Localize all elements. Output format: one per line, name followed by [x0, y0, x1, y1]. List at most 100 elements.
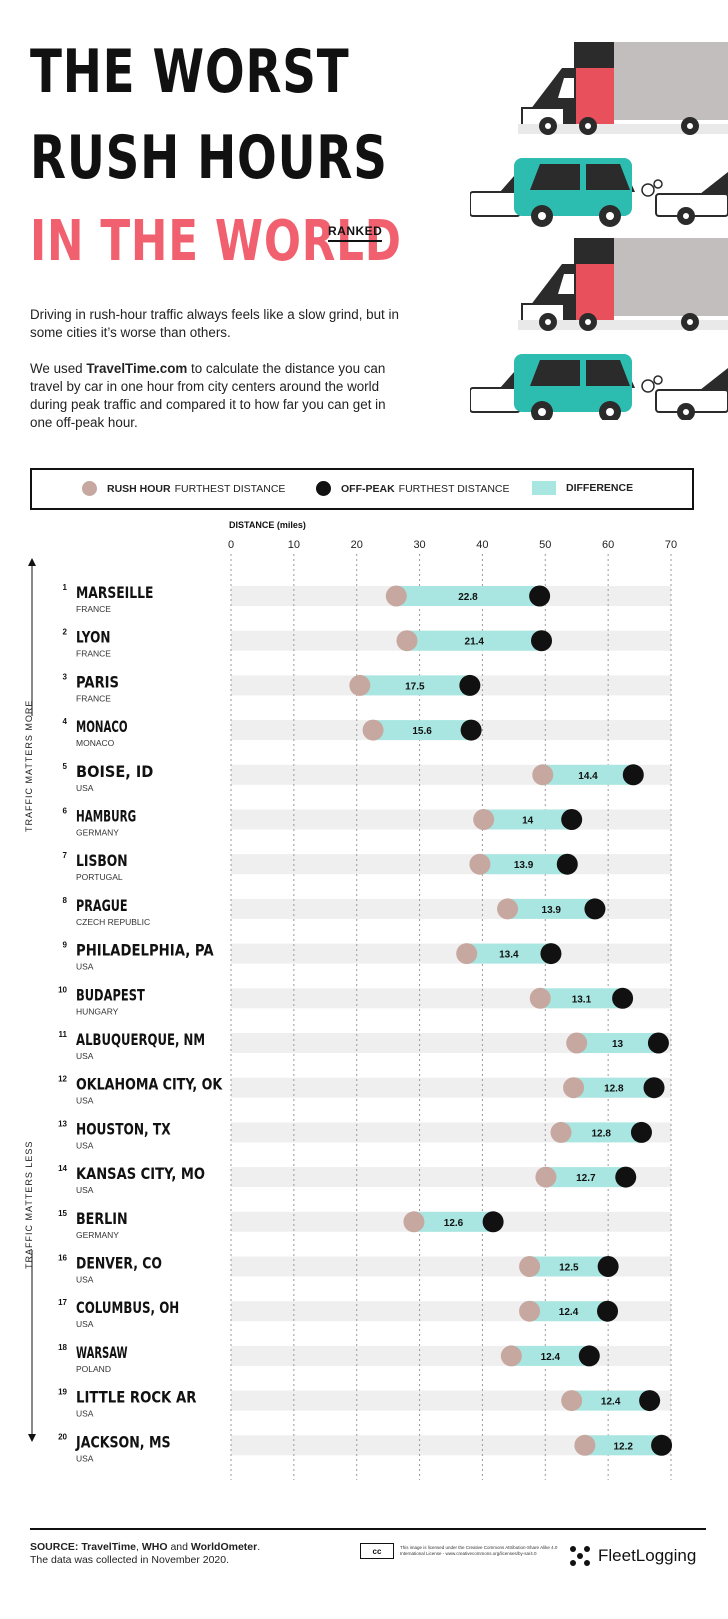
row-city: MONACO	[76, 717, 128, 736]
row-country: CZECH REPUBLIC	[76, 917, 150, 927]
offpeak-point	[540, 943, 562, 965]
difference-bar	[373, 720, 472, 741]
offpeak-point	[612, 987, 634, 1009]
row-country: USA	[76, 1453, 94, 1463]
offpeak-point	[584, 898, 606, 920]
row-country: USA	[76, 1096, 94, 1106]
difference-bar	[561, 1122, 642, 1143]
difference-bar	[542, 764, 634, 785]
rush-hour-point	[403, 1211, 425, 1233]
difference-bar	[540, 988, 623, 1009]
rush-hour-point	[561, 1390, 583, 1412]
row-rank: 3	[63, 672, 68, 681]
offpeak-point	[556, 853, 578, 875]
difference-bar	[466, 943, 551, 964]
difference-swatch-icon	[532, 481, 556, 495]
difference-label: 12.5	[559, 1263, 579, 1274]
x-tick-label-top: 50	[539, 539, 551, 551]
offpeak-point	[578, 1345, 600, 1367]
row-rank: 6	[63, 807, 68, 816]
row-rank: 17	[58, 1298, 67, 1307]
rush-hour-point	[500, 1345, 522, 1367]
rush-hour-point	[469, 853, 491, 875]
difference-label: 17.5	[405, 681, 425, 692]
row-city: ALBUQUERQUE, NM	[76, 1030, 205, 1049]
truck-illustration-top	[518, 42, 728, 135]
difference-bar	[584, 1435, 662, 1456]
row-rank: 19	[58, 1388, 67, 1397]
offpeak-point	[630, 1121, 652, 1143]
difference-bar	[507, 898, 595, 919]
legend-item-offpeak: OFF-PEAK FURTHEST DISTANCE	[316, 481, 510, 496]
row-rank: 12	[58, 1075, 67, 1084]
offpeak-point	[615, 1166, 637, 1188]
traveltime-link: TravelTime.com	[86, 361, 188, 376]
row-track	[231, 1390, 671, 1411]
row-rank: 2	[63, 628, 68, 637]
offpeak-point	[597, 1256, 619, 1277]
offpeak-point	[651, 1434, 673, 1456]
difference-label: 12.7	[576, 1173, 596, 1184]
rush-hour-point	[563, 1077, 585, 1099]
row-city: BOISE, ID	[76, 762, 153, 781]
title-line-2: RUSH HOURS	[30, 123, 388, 193]
rush-hour-point	[519, 1300, 541, 1322]
row-country: USA	[76, 783, 94, 793]
row-city: MARSEILLE	[76, 583, 153, 602]
offpeak-dot-icon	[316, 481, 331, 496]
difference-label: 13	[612, 1039, 624, 1050]
row-city: LYON	[76, 628, 110, 647]
row-rank: 13	[58, 1119, 67, 1128]
x-tick-label-top: 40	[476, 539, 488, 551]
rush-hour-point	[362, 719, 384, 741]
row-rank: 10	[58, 985, 67, 994]
rush-hour-point	[529, 987, 551, 1009]
x-tick-label-top: 0	[228, 539, 234, 551]
difference-bar	[573, 1077, 655, 1098]
difference-label: 12.4	[541, 1352, 561, 1363]
row-city: OKLAHOMA CITY, OK	[76, 1075, 223, 1094]
difference-bar	[483, 809, 572, 830]
license-block: cc This image is licensed under the Crea…	[360, 1543, 560, 1559]
row-country: USA	[76, 1409, 94, 1419]
brand-logo: FleetLogging	[568, 1544, 696, 1568]
offpeak-point	[460, 719, 482, 741]
truck-illustration-bottom	[518, 238, 728, 331]
difference-label: 13.1	[572, 994, 592, 1005]
row-rank: 18	[58, 1343, 67, 1352]
difference-bar	[545, 1167, 626, 1188]
rush-hour-point	[497, 898, 519, 920]
row-country: USA	[76, 1319, 94, 1329]
row-rank: 7	[63, 851, 68, 860]
row-city: JACKSON, MS	[75, 1432, 170, 1451]
row-track	[231, 943, 671, 964]
rush-hour-point	[574, 1434, 596, 1456]
row-country: USA	[76, 1051, 94, 1061]
collected-note: The data was collected in November 2020.	[30, 1554, 230, 1566]
difference-bar	[407, 630, 542, 651]
row-track	[231, 1033, 671, 1053]
offpeak-point	[639, 1390, 661, 1412]
rush-hour-point	[385, 585, 407, 607]
row-city: DENVER, CO	[76, 1254, 162, 1273]
row-country: HUNGARY	[76, 1006, 119, 1016]
brand-name: FleetLogging	[598, 1546, 697, 1565]
row-city: WARSAW	[76, 1343, 128, 1362]
difference-bar	[511, 1345, 590, 1366]
rush-hour-point	[456, 943, 478, 965]
x-axis-title: DISTANCE (miles)	[229, 520, 306, 530]
x-tick-label-top: 30	[413, 539, 425, 551]
row-country: USA	[76, 1140, 94, 1150]
row-country: GERMANY	[76, 1230, 119, 1240]
rush-hour-point	[566, 1032, 588, 1054]
row-rank: 11	[59, 1030, 68, 1039]
cc-license-icon: cc	[360, 1543, 394, 1559]
source-note: SOURCE: TravelTime, WHO and WorldOmeter.…	[30, 1541, 261, 1566]
row-track	[231, 1077, 671, 1098]
offpeak-point	[459, 674, 481, 696]
difference-label: 22.8	[458, 592, 478, 603]
row-country: USA	[76, 1185, 94, 1195]
car-illustration-bottom	[470, 354, 728, 420]
difference-bar	[571, 1390, 650, 1411]
legend-item-difference: DIFFERENCE	[532, 481, 637, 495]
